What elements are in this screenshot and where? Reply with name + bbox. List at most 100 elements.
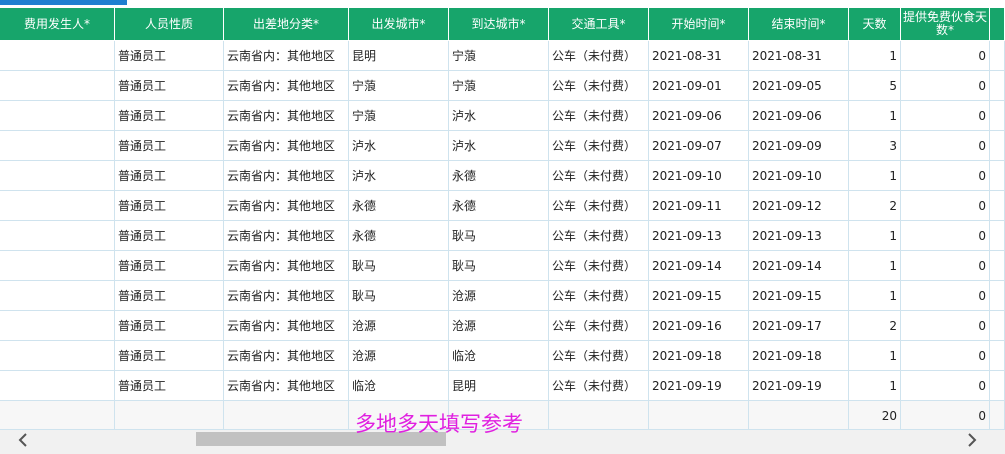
header-cell: 结束时间* <box>749 8 849 40</box>
header-cell: 出发城市* <box>349 8 449 40</box>
table-cell: 2021-09-18 <box>749 341 849 371</box>
name-cell <box>0 251 115 281</box>
table-cell: 1 <box>849 281 901 311</box>
name-cell <box>0 71 115 101</box>
table-cell: 1 <box>849 41 901 71</box>
table-cell: 公车（未付费） <box>549 41 649 71</box>
table-cell: 永德 <box>349 191 449 221</box>
table-cell: 宁蒗 <box>449 41 549 71</box>
table-cell: 泸水 <box>349 161 449 191</box>
table-cell <box>990 311 1005 341</box>
table-cell: 1 <box>849 221 901 251</box>
table-cell: 2 <box>849 191 901 221</box>
table-cell: 云南省内：其他地区 <box>224 191 349 221</box>
table-cell <box>990 191 1005 221</box>
table-cell: 永德 <box>449 191 549 221</box>
scrollbar-graphics <box>18 432 977 447</box>
table-cell: 0 <box>901 251 990 281</box>
table-cell: 公车（未付费） <box>549 371 649 401</box>
h-scrollbar[interactable] <box>0 430 1005 454</box>
table-cell: 沧源 <box>449 281 549 311</box>
table-cell: 宁蒗 <box>449 71 549 101</box>
total-cell <box>115 401 224 430</box>
tab-indicator <box>0 0 127 5</box>
table-cell: 耿马 <box>449 221 549 251</box>
table-cell <box>990 221 1005 251</box>
table-cell: 沧源 <box>349 341 449 371</box>
header-cell: 开始时间* <box>649 8 749 40</box>
name-cell <box>0 281 115 311</box>
table-cell: 2021-09-05 <box>749 71 849 101</box>
table-cell: 2021-09-19 <box>749 371 849 401</box>
table-cell: 云南省内：其他地区 <box>224 371 349 401</box>
total-cell <box>749 401 849 430</box>
table-cell: 普通员工 <box>115 41 224 71</box>
table-cell: 沧源 <box>449 311 549 341</box>
table-cell: 2021-09-06 <box>649 101 749 131</box>
name-cell <box>0 131 115 161</box>
table-cell: 2021-09-14 <box>649 251 749 281</box>
table-cell <box>990 371 1005 401</box>
scroll-right[interactable] <box>968 433 977 447</box>
table-cell: 云南省内：其他地区 <box>224 341 349 371</box>
total-cell <box>224 401 349 430</box>
table-cell: 普通员工 <box>115 221 224 251</box>
table-cell: 2021-09-14 <box>749 251 849 281</box>
table-cell: 泸水 <box>449 131 549 161</box>
total-cell <box>0 401 115 430</box>
table-cell: 2021-09-17 <box>749 311 849 341</box>
table-cell <box>990 161 1005 191</box>
table-cell: 2021-09-10 <box>749 161 849 191</box>
table-cell: 2021-09-18 <box>649 341 749 371</box>
table-cell: 泸水 <box>349 131 449 161</box>
note: 多地多天填写参考 <box>355 412 523 436</box>
table-cell: 公车（未付费） <box>549 131 649 161</box>
table-cell: 公车（未付费） <box>549 341 649 371</box>
table-cell: 普通员工 <box>115 191 224 221</box>
table-cell: 公车（未付费） <box>549 281 649 311</box>
table-cell <box>990 101 1005 131</box>
table-cell: 2021-09-15 <box>649 281 749 311</box>
table-cell: 0 <box>901 161 990 191</box>
table-cell: 公车（未付费） <box>549 71 649 101</box>
table-cell: 2021-09-12 <box>749 191 849 221</box>
table-cell: 2021-09-15 <box>749 281 849 311</box>
table-cell: 0 <box>901 221 990 251</box>
name-cell <box>0 101 115 131</box>
table-cell: 宁蒗 <box>349 71 449 101</box>
table-cell: 昆明 <box>349 41 449 71</box>
total-cell <box>549 401 649 430</box>
table-cell: 3 <box>849 131 901 161</box>
table-cell: 云南省内：其他地区 <box>224 131 349 161</box>
table-cell: 2021-09-13 <box>749 221 849 251</box>
table-cell: 普通员工 <box>115 131 224 161</box>
table-cell: 2 <box>849 311 901 341</box>
table-cell: 云南省内：其他地区 <box>224 161 349 191</box>
table-cell: 公车（未付费） <box>549 311 649 341</box>
name-cell <box>0 191 115 221</box>
table-cell: 2021-08-31 <box>749 41 849 71</box>
header-cell: 交通工具* <box>549 8 649 40</box>
table-cell: 0 <box>901 41 990 71</box>
table-cell: 公车（未付费） <box>549 191 649 221</box>
table-cell: 普通员工 <box>115 281 224 311</box>
header-cell: 费用发生人* <box>0 8 115 40</box>
table-cell: 普通员工 <box>115 341 224 371</box>
table-cell: 永德 <box>449 161 549 191</box>
header-cell: 出差地分类* <box>224 8 349 40</box>
table-cell: 1 <box>849 341 901 371</box>
header-cell: 天数 <box>849 8 901 40</box>
header-cell <box>990 8 1005 40</box>
scroll-left[interactable] <box>18 433 27 447</box>
scroll-thumb[interactable] <box>196 432 446 446</box>
header-cell: 到达城市* <box>449 8 549 40</box>
table-cell: 沧源 <box>349 311 449 341</box>
table-cell: 2021-08-31 <box>649 41 749 71</box>
table-cell: 永德 <box>349 221 449 251</box>
table-cell: 耿马 <box>349 251 449 281</box>
name-cell <box>0 221 115 251</box>
table-cell: 公车（未付费） <box>549 251 649 281</box>
name-cell <box>0 371 115 401</box>
total-cell: 20 <box>849 401 901 430</box>
